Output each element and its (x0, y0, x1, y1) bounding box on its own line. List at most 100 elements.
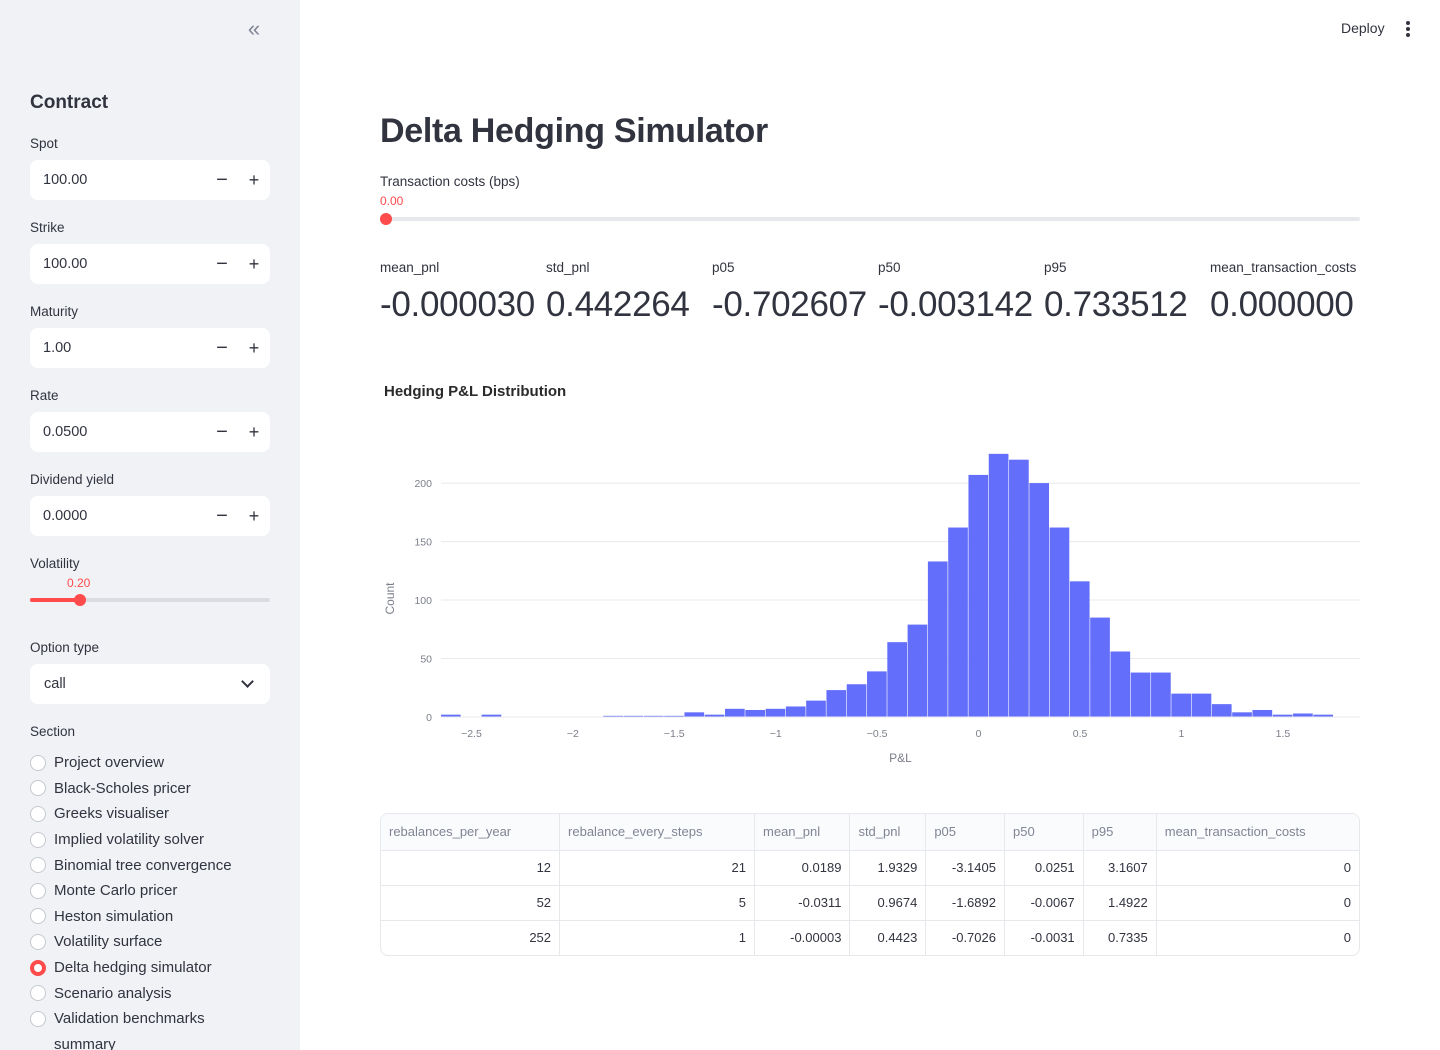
column-header[interactable]: p50 (1004, 814, 1084, 850)
histogram-bar[interactable] (1029, 483, 1050, 717)
table-cell[interactable]: -0.0031 (1004, 919, 1084, 955)
table-cell[interactable]: 0 (1156, 884, 1359, 920)
table-cell[interactable]: 21 (559, 849, 756, 885)
maturity-input[interactable]: 1.00 − + (30, 328, 270, 368)
deploy-button[interactable]: Deploy (1341, 20, 1385, 36)
table-row[interactable]: 12 21 0.0189 1.9329 -3.1405 0.0251 3.1607 0 (381, 849, 1359, 885)
section-radio-item[interactable]: Heston simulation (30, 904, 232, 930)
radio-unselected-icon[interactable] (30, 985, 46, 1002)
table-cell[interactable]: 1.9329 (849, 849, 927, 885)
histogram-bar[interactable] (907, 624, 928, 717)
histogram-bar[interactable] (1171, 693, 1192, 717)
section-radio-item[interactable]: Implied volatility solver (30, 827, 232, 853)
spot-decrement-button[interactable]: − (216, 168, 228, 191)
histogram-bar[interactable] (441, 714, 461, 717)
radio-selected-icon[interactable] (30, 959, 46, 976)
histogram-bar[interactable] (1252, 709, 1273, 717)
histogram-bar[interactable] (664, 715, 684, 717)
histogram-bar[interactable] (948, 527, 968, 717)
spot-value[interactable]: 100.00 (43, 172, 88, 188)
histogram-bar[interactable] (704, 714, 725, 717)
rate-input[interactable]: 0.0500 − + (30, 412, 270, 452)
histogram-bar[interactable] (988, 453, 1009, 717)
histogram-bar[interactable] (1232, 712, 1252, 717)
section-radio-item[interactable]: Black-Scholes pricer (30, 776, 232, 802)
histogram-bar[interactable] (1211, 704, 1232, 717)
results-table[interactable]: rebalances_per_year rebalance_every_steps… (380, 813, 1360, 956)
table-cell[interactable]: 0.0189 (754, 849, 851, 885)
option-type-select[interactable]: call (30, 664, 270, 704)
section-radio-item[interactable]: Project overview (30, 750, 232, 776)
radio-unselected-icon[interactable] (30, 882, 46, 899)
dividend-yield-value[interactable]: 0.0000 (43, 508, 88, 524)
table-cell[interactable]: -3.1405 (925, 849, 1005, 885)
table-row[interactable]: 252 1 -0.00003 0.4423 -0.7026 -0.0031 0.7335 0 (381, 919, 1359, 955)
table-cell[interactable]: 3.1607 (1083, 849, 1157, 885)
strike-increment-button[interactable]: + (248, 253, 260, 274)
strike-input[interactable]: 100.00 − + (30, 244, 270, 284)
dividend-yield-decrement-button[interactable]: − (216, 504, 228, 527)
table-row[interactable]: 52 5 -0.0311 0.9674 -1.6892 -0.0067 1.4922 0 (381, 884, 1359, 920)
histogram-bar[interactable] (1272, 714, 1293, 717)
radio-unselected-icon[interactable] (30, 780, 46, 797)
histogram-bar[interactable] (785, 706, 806, 717)
table-cell[interactable]: 0 (1156, 919, 1359, 955)
column-header[interactable]: p05 (925, 814, 1005, 850)
table-cell[interactable]: 1.4922 (1083, 884, 1157, 920)
rate-decrement-button[interactable]: − (216, 420, 228, 443)
maturity-decrement-button[interactable]: − (216, 336, 228, 359)
rate-value[interactable]: 0.0500 (43, 424, 88, 440)
section-radio-item[interactable]: Volatility surface (30, 929, 232, 955)
table-cell[interactable]: 1 (559, 919, 756, 955)
volatility-slider-handle[interactable] (74, 594, 86, 606)
table-cell[interactable]: -1.6892 (925, 884, 1005, 920)
radio-unselected-icon[interactable] (30, 754, 46, 771)
histogram-bar[interactable] (826, 690, 847, 717)
column-header[interactable]: mean_transaction_costs (1156, 814, 1359, 850)
column-header[interactable]: p95 (1083, 814, 1157, 850)
histogram-bar[interactable] (1151, 672, 1171, 717)
histogram-bar[interactable] (643, 715, 664, 717)
table-cell[interactable]: 0.4423 (849, 919, 927, 955)
histogram-bar[interactable] (1069, 581, 1090, 717)
column-header[interactable]: rebalance_every_steps (559, 814, 756, 850)
rate-increment-button[interactable]: + (248, 421, 260, 442)
histogram-bar[interactable] (887, 642, 908, 717)
column-header[interactable]: rebalances_per_year (381, 814, 561, 850)
double-chevron-left-icon[interactable]: « (247, 16, 261, 41)
table-cell[interactable]: 5 (559, 884, 756, 920)
histogram-bar[interactable] (481, 714, 502, 717)
transaction-costs-slider-handle[interactable] (380, 213, 392, 225)
histogram-bar[interactable] (806, 700, 826, 717)
histogram-bar[interactable] (867, 671, 887, 717)
volatility-slider[interactable] (30, 594, 270, 606)
table-cell[interactable]: 12 (381, 849, 561, 885)
spot-increment-button[interactable]: + (248, 169, 260, 190)
table-cell[interactable]: -0.7026 (925, 919, 1005, 955)
strike-value[interactable]: 100.00 (43, 256, 88, 272)
table-cell[interactable]: 52 (381, 884, 561, 920)
table-cell[interactable]: 252 (381, 919, 561, 955)
histogram-bar[interactable] (725, 708, 745, 717)
table-cell[interactable]: 0.0251 (1004, 849, 1084, 885)
histogram-bar[interactable] (684, 712, 705, 717)
transaction-costs-slider[interactable] (380, 213, 1360, 225)
table-cell[interactable]: -0.0067 (1004, 884, 1084, 920)
table-cell[interactable]: 0 (1156, 849, 1359, 885)
histogram-bar[interactable] (846, 684, 867, 717)
section-radio-item[interactable]: Binomial tree convergence (30, 852, 232, 878)
histogram-bar[interactable] (1110, 651, 1131, 717)
radio-unselected-icon[interactable] (30, 933, 46, 950)
histogram-bar[interactable] (927, 561, 948, 717)
column-header[interactable]: std_pnl (849, 814, 927, 850)
radio-unselected-icon[interactable] (30, 857, 46, 874)
table-cell[interactable]: 0.7335 (1083, 919, 1157, 955)
histogram-bar[interactable] (603, 715, 623, 717)
dividend-yield-input[interactable]: 0.0000 − + (30, 496, 270, 536)
section-radio-item[interactable]: Delta hedging simulator (30, 955, 232, 981)
radio-unselected-icon[interactable] (30, 908, 46, 925)
histogram-bar[interactable] (1009, 459, 1029, 717)
section-radio-item[interactable]: Monte Carlo pricer (30, 878, 232, 904)
maturity-value[interactable]: 1.00 (43, 340, 72, 356)
column-header[interactable]: mean_pnl (754, 814, 851, 850)
